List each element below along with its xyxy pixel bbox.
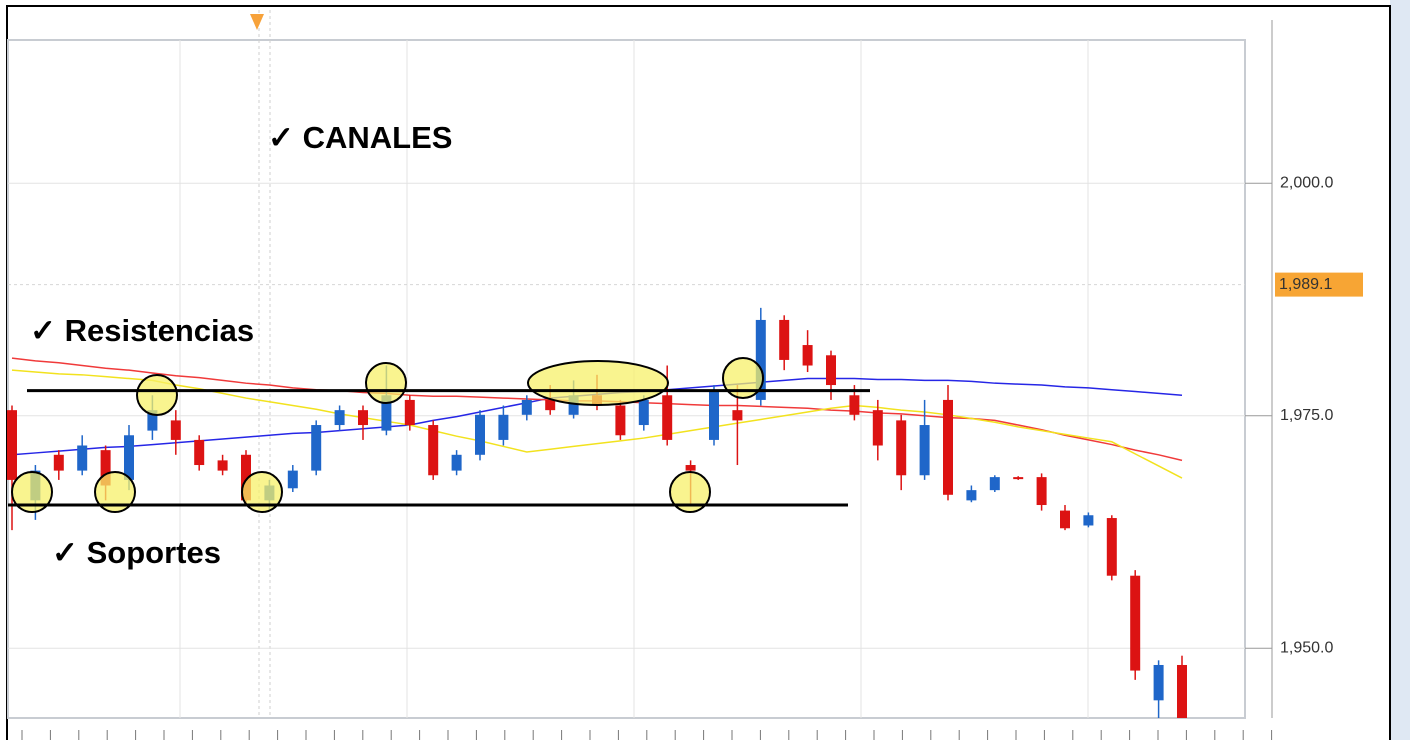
highlight-circle xyxy=(94,471,136,513)
candle-body xyxy=(77,445,88,471)
current-price-label: 1,989.1 xyxy=(1279,276,1332,293)
candle-body xyxy=(1036,477,1047,506)
candle-body xyxy=(217,460,228,471)
candle-body xyxy=(147,410,158,431)
highlight-ellipse xyxy=(527,360,669,406)
candle-body xyxy=(872,410,883,446)
candle-body xyxy=(919,425,930,476)
y-tick-label: 1,975.0 xyxy=(1280,407,1333,424)
candle-body xyxy=(896,420,907,476)
highlight-circle xyxy=(669,471,711,513)
candle-body xyxy=(989,477,1000,491)
candle-body xyxy=(7,410,17,480)
y-axis: 1,950.0 1,975.0 2,000.0 1,989.1 xyxy=(1245,174,1363,656)
candle-body xyxy=(849,395,860,415)
candle-body xyxy=(170,420,181,440)
candle-body xyxy=(311,425,322,471)
candle-body xyxy=(1153,664,1164,701)
candle-body xyxy=(498,414,509,440)
candle-body xyxy=(1106,518,1117,576)
candle-body xyxy=(287,470,298,489)
highlights xyxy=(11,357,764,513)
candle-body xyxy=(404,399,415,426)
x-axis-ticks xyxy=(21,730,1273,740)
candle-body xyxy=(475,414,485,455)
candle-body xyxy=(709,390,719,440)
candle-body xyxy=(662,395,673,440)
current-price-box xyxy=(1275,272,1363,297)
candle-body xyxy=(334,410,345,426)
candle-body xyxy=(521,399,532,415)
candle-body xyxy=(779,319,790,360)
candle-body xyxy=(1130,575,1141,671)
highlight-circle xyxy=(241,471,283,513)
candle-body xyxy=(194,439,205,466)
highlight-circle xyxy=(11,471,53,513)
candle-body xyxy=(943,399,953,495)
highlight-circle xyxy=(136,374,178,416)
candle-body xyxy=(53,454,64,471)
y-tick-label: 2,000.0 xyxy=(1280,174,1333,191)
y-tick-label: 1,950.0 xyxy=(1280,639,1333,656)
candle-body xyxy=(1083,515,1094,526)
candle-body xyxy=(802,345,813,366)
candle-body xyxy=(1060,510,1070,529)
support-label: ✓ Soportes xyxy=(52,535,221,570)
levels xyxy=(8,389,870,507)
candle-body xyxy=(124,435,134,480)
resistance-label: ✓ Resistencias xyxy=(30,313,254,348)
candle-body xyxy=(615,405,626,436)
candle-body xyxy=(732,410,743,421)
candle-body xyxy=(545,399,556,411)
candle-body xyxy=(568,395,579,415)
candle-body xyxy=(966,490,977,501)
candle-body xyxy=(358,410,368,426)
scrollbar xyxy=(1390,0,1410,740)
marker-triangle xyxy=(250,14,264,30)
highlight-circle xyxy=(722,357,764,399)
candle-body xyxy=(826,355,836,386)
candle-body xyxy=(428,425,439,476)
candle-body xyxy=(451,454,462,471)
highlight-circle xyxy=(365,362,407,404)
candle-body xyxy=(241,454,251,501)
candle-body xyxy=(755,319,766,400)
candle-body xyxy=(1177,664,1187,718)
candle-body xyxy=(100,450,111,486)
candle-body xyxy=(1013,477,1024,480)
channels-label: ✓ CANALES xyxy=(268,120,452,155)
candle-body xyxy=(381,395,392,431)
grid xyxy=(8,182,1245,649)
candle-body xyxy=(685,465,696,471)
candle-body xyxy=(638,399,649,426)
